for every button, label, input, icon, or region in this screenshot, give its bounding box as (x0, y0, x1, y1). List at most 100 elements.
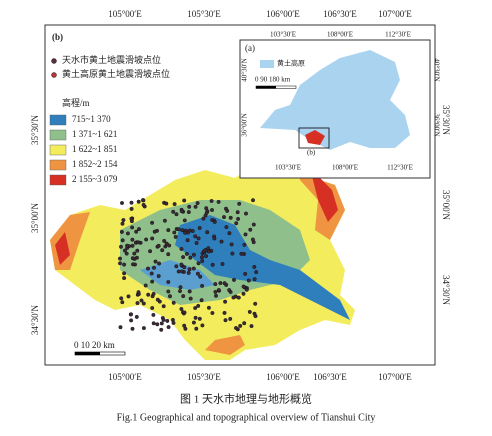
landslide-point (180, 269, 184, 274)
landslide-point (159, 321, 164, 326)
landslide-point (126, 294, 131, 299)
landslide-point (178, 285, 183, 290)
landslide-point (187, 204, 192, 209)
landslide-point (193, 306, 198, 310)
landslide-point (203, 248, 208, 252)
inset-legend: 黄土高原 (277, 59, 305, 68)
legend-label: 715~1 370 (72, 114, 111, 124)
landslide-point (182, 198, 187, 203)
landslide-point (160, 248, 165, 253)
landslide-point (166, 325, 171, 330)
landslide-point (248, 227, 253, 232)
legend-label: 2 155~3 079 (72, 174, 118, 184)
landslide-point (204, 254, 209, 259)
landslide-point (135, 301, 140, 306)
legend-swatch (49, 144, 67, 156)
landslide-point (153, 259, 158, 264)
caption-cn: 图 1 天水市地理与地形概览 (180, 392, 312, 406)
landslide-point (129, 206, 134, 211)
legend-label: 1 622~1 851 (72, 144, 117, 154)
landslide-point (129, 200, 134, 205)
legend-label: 1 371~1 621 (72, 129, 117, 139)
landslide-point (125, 231, 130, 236)
landslide-point (229, 242, 234, 247)
inset-scale: 0 90 180 km (255, 76, 291, 84)
landslide-point (174, 212, 179, 217)
landslide-point (137, 227, 141, 232)
landslide-point (185, 238, 190, 243)
landslide-point (210, 208, 214, 212)
top-axis: 105°00′E 105°30′E 106°00′E 106°30′E 107°… (108, 9, 412, 19)
landslide-point (196, 236, 201, 241)
landslide-point (139, 298, 144, 303)
landslide-point (238, 323, 243, 328)
landslide-point (252, 277, 257, 282)
landslide-point (136, 290, 141, 295)
landslide-point (200, 255, 204, 260)
landslide-point (130, 326, 135, 331)
landslide-point (129, 216, 134, 221)
landslide-point (214, 293, 218, 298)
landslide-point (179, 307, 184, 311)
landslide-point (193, 315, 198, 320)
landslide-point (216, 288, 221, 293)
landslide-point (134, 229, 139, 234)
landslide-point (237, 201, 242, 206)
landslide-point (241, 291, 246, 296)
tick-label: 35°00′N (441, 190, 451, 221)
landslide-point (119, 296, 124, 301)
landslide-point (224, 225, 229, 230)
tick-label: 108°00′E (327, 31, 353, 39)
legend-label: 天水市黄土地震滑坡点位 (62, 54, 161, 65)
landslide-point (170, 317, 175, 322)
elevation-legend: 高程/m 715~1 370 1 371~1 621 1 622~1 851 1 85… (49, 97, 118, 186)
landslide-point (150, 236, 155, 241)
landslide-point (200, 283, 205, 288)
landslide-point (201, 216, 206, 221)
landslide-point (162, 218, 167, 223)
inset-label: (a) (245, 43, 255, 53)
landslide-point (236, 216, 241, 221)
landslide-point (128, 312, 133, 317)
landslide-point (171, 300, 176, 305)
landslide-point (196, 303, 201, 308)
landslide-point (150, 220, 155, 225)
landslide-point (235, 210, 240, 215)
landslide-point (186, 270, 191, 275)
landslide-point (143, 283, 148, 288)
landslide-point (176, 227, 181, 232)
landslide-point (151, 291, 156, 296)
tick-label: 36°00′N (432, 113, 440, 136)
landslide-point (156, 243, 161, 248)
landslide-point (251, 198, 255, 203)
left-axis: 35°30′N 35°00′N 34°30′N (30, 114, 40, 335)
landslide-point (212, 236, 217, 241)
tick-label: 36°00′N (241, 113, 249, 136)
landslide-point (164, 201, 169, 206)
landslide-point (195, 271, 200, 276)
tick-label: 106°00′E (266, 9, 300, 19)
landslide-point (122, 248, 127, 253)
landslide-point (197, 226, 202, 230)
landslide-point (168, 294, 172, 299)
landslide-point (204, 206, 209, 211)
landslide-point (166, 252, 171, 257)
landslide-point (179, 247, 184, 251)
landslide-point (246, 278, 251, 283)
landslide-point (132, 251, 137, 256)
landslide-point (225, 208, 230, 213)
landslide-point (243, 271, 248, 276)
landslide-point (121, 218, 126, 223)
landslide-point (193, 234, 198, 239)
landslide-point (161, 304, 166, 309)
landslide-point (187, 289, 192, 294)
landslide-point (135, 248, 140, 253)
tick-label: 108°00′E (332, 164, 358, 172)
landslide-point (171, 209, 176, 214)
landslide-point (120, 221, 125, 226)
landslide-point (141, 202, 146, 207)
panel-label: (b) (52, 32, 63, 42)
landslide-point (159, 327, 164, 332)
landslide-point (191, 266, 196, 271)
landslide-point (146, 266, 150, 271)
